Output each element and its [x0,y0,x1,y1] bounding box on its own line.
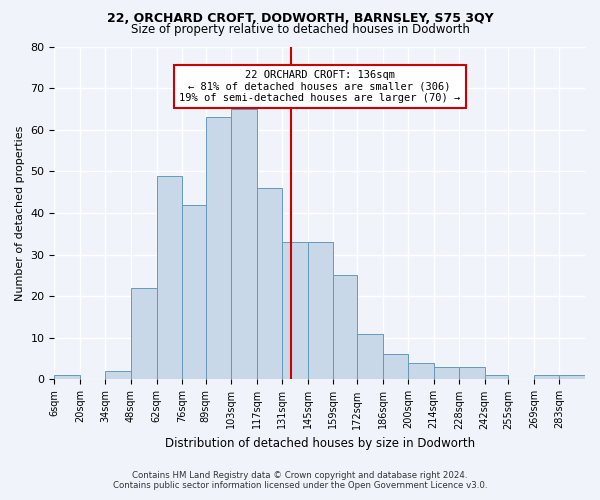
Bar [383,354,408,380]
Bar [334,276,357,380]
Bar [131,288,157,380]
Bar [485,376,508,380]
Text: 22 ORCHARD CROFT: 136sqm
← 81% of detached houses are smaller (306)
19% of semi-: 22 ORCHARD CROFT: 136sqm ← 81% of detach… [179,70,460,103]
Text: Contains HM Land Registry data © Crown copyright and database right 2024.
Contai: Contains HM Land Registry data © Crown c… [113,470,487,490]
Bar [182,204,206,380]
Y-axis label: Number of detached properties: Number of detached properties [15,126,25,300]
Bar [157,176,182,380]
Bar [357,334,383,380]
Text: 22, ORCHARD CROFT, DODWORTH, BARNSLEY, S75 3QY: 22, ORCHARD CROFT, DODWORTH, BARNSLEY, S… [107,12,493,26]
Bar [559,376,585,380]
Bar [106,371,131,380]
Text: Size of property relative to detached houses in Dodworth: Size of property relative to detached ho… [131,22,469,36]
Bar [308,242,334,380]
Bar [257,188,283,380]
Bar [459,367,485,380]
Bar [534,376,559,380]
Bar [206,118,231,380]
Bar [231,109,257,380]
X-axis label: Distribution of detached houses by size in Dodworth: Distribution of detached houses by size … [164,437,475,450]
Bar [283,242,308,380]
Bar [408,363,434,380]
Bar [434,367,459,380]
Bar [55,376,80,380]
